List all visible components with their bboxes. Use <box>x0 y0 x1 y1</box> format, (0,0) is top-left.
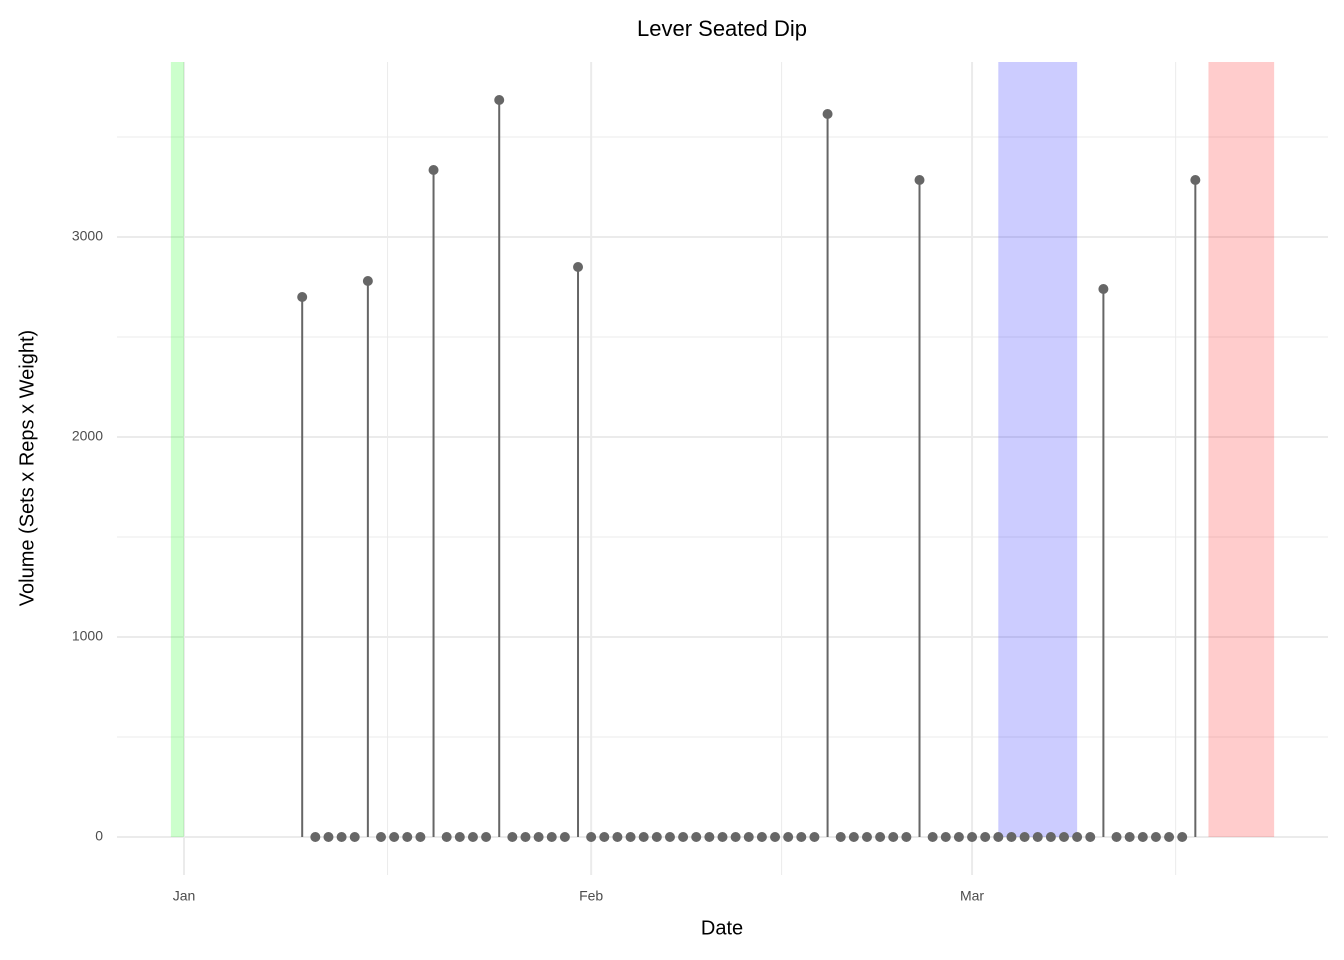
point <box>612 832 623 842</box>
point <box>848 832 859 842</box>
point <box>691 832 702 842</box>
point <box>1098 284 1109 294</box>
point <box>678 832 689 842</box>
point <box>520 832 531 842</box>
point <box>1111 832 1122 842</box>
point <box>638 832 649 842</box>
y-axis-label: Volume (Sets x Reps x Weight) <box>16 330 38 606</box>
point <box>980 832 991 842</box>
y-tick-label: 2000 <box>72 428 103 444</box>
y-tick-label: 0 <box>95 828 103 844</box>
x-tick-label: Jan <box>173 888 196 904</box>
point <box>481 832 492 842</box>
highlight-band <box>998 62 1078 837</box>
point <box>1164 832 1175 842</box>
point <box>664 832 675 842</box>
point <box>402 832 413 842</box>
point <box>927 832 938 842</box>
point <box>467 832 478 842</box>
point <box>953 832 964 842</box>
point <box>1006 832 1017 842</box>
highlight-band <box>170 62 184 837</box>
point <box>822 109 833 119</box>
point <box>704 832 715 842</box>
point <box>875 832 886 842</box>
point <box>494 95 505 105</box>
point <box>1072 832 1083 842</box>
point <box>1137 832 1148 842</box>
point <box>967 832 978 842</box>
x-axis-label: Date <box>701 917 743 939</box>
point <box>415 832 426 842</box>
point <box>297 292 308 302</box>
point <box>507 832 518 842</box>
point <box>586 832 597 842</box>
point <box>1085 832 1096 842</box>
point <box>835 832 846 842</box>
point <box>730 832 741 842</box>
point <box>1019 832 1030 842</box>
point <box>349 832 360 842</box>
point <box>651 832 662 842</box>
point <box>323 832 334 842</box>
point <box>310 832 321 842</box>
point <box>888 832 899 842</box>
x-tick-label: Mar <box>960 888 984 904</box>
point <box>454 832 465 842</box>
point <box>1177 832 1188 842</box>
point <box>336 832 347 842</box>
point <box>901 832 912 842</box>
point <box>1150 832 1161 842</box>
point <box>441 832 452 842</box>
point <box>717 832 728 842</box>
point <box>809 832 820 842</box>
point <box>573 262 584 272</box>
point <box>770 832 781 842</box>
point <box>428 165 439 175</box>
point <box>1058 832 1069 842</box>
point <box>599 832 610 842</box>
point <box>1045 832 1056 842</box>
point <box>783 832 794 842</box>
highlight-band <box>1208 62 1275 837</box>
point <box>389 832 400 842</box>
y-tick-label: 3000 <box>72 228 103 244</box>
point <box>533 832 544 842</box>
x-tick-label: Feb <box>579 888 603 904</box>
point <box>1190 175 1201 185</box>
point <box>546 832 557 842</box>
point <box>1124 832 1135 842</box>
chart-title: Lever Seated Dip <box>637 16 807 41</box>
point <box>796 832 807 842</box>
y-tick-label: 1000 <box>72 628 103 644</box>
point <box>625 832 636 842</box>
point <box>940 832 951 842</box>
point <box>861 832 872 842</box>
point <box>362 276 373 286</box>
point <box>743 832 754 842</box>
point <box>756 832 767 842</box>
point <box>993 832 1004 842</box>
point <box>559 832 570 842</box>
point <box>1032 832 1043 842</box>
point <box>914 175 925 185</box>
point <box>376 832 387 842</box>
